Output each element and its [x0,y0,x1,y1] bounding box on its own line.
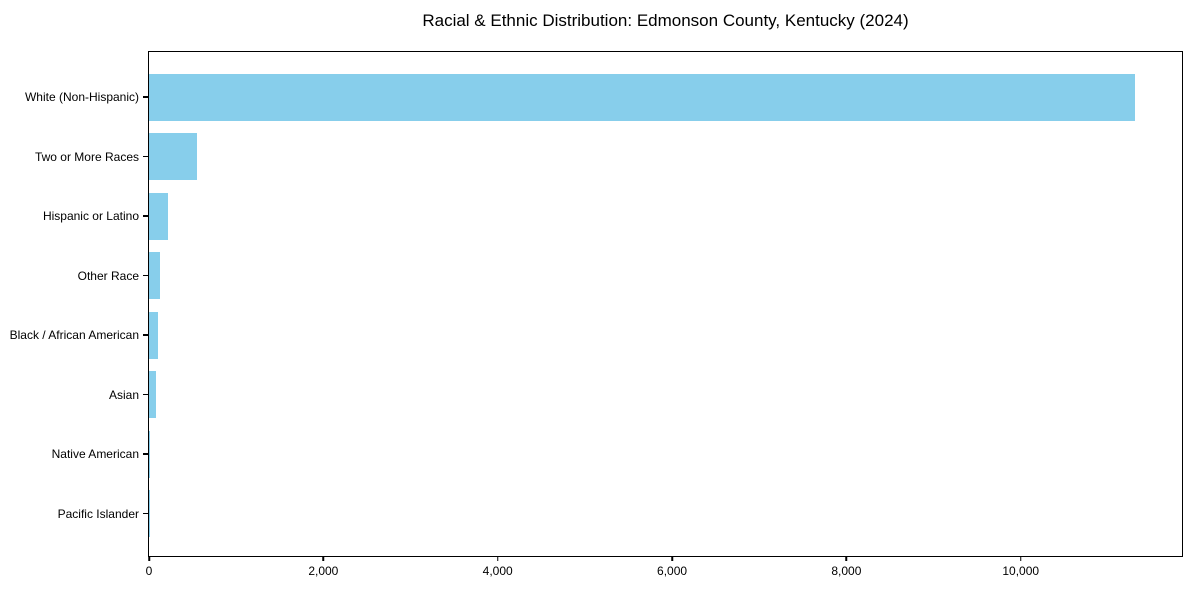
y-tick-label-two-or-more-races: Two or More Races [34,149,139,164]
bar-asian [149,371,157,418]
y-tick-mark [143,512,149,515]
y-tick-label-other-race: Other Race [77,268,139,283]
y-tick-label-native-american: Native American [51,447,139,461]
y-tick-mark [143,393,149,396]
y-tick-label-white-non-hispanic: White (Non-Hispanic) [24,90,139,104]
x-tick-label-6-000: 6,000 [657,564,688,578]
bar-white-non-hispanic [149,73,1136,121]
chart-title: Racial & Ethnic Distribution: Edmonson C… [422,11,909,30]
bar-native-american [149,430,151,478]
x-tick-mark [1019,556,1022,561]
x-tick-label-10-000: 10,000 [1002,564,1040,578]
x-tick-label-4-000: 4,000 [482,564,513,578]
x-tick-label-0: 0 [145,564,153,578]
x-tick-mark [845,556,848,561]
x-tick-mark [322,556,325,561]
x-tick-label-8-000: 8,000 [831,564,862,578]
bar-black-african-american [149,311,158,359]
y-tick-mark [143,453,149,455]
x-tick-mark [148,556,150,561]
plot-area: White (Non-Hispanic) Two or More Races His… [10,51,1183,578]
bar-other-race [149,252,161,299]
x-tick-label-2-000: 2,000 [308,564,339,578]
y-tick-label-hispanic-or-latino: Hispanic or Latino [42,209,139,223]
x-tick-mark [496,556,499,561]
y-tick-mark [143,155,149,158]
y-tick-mark [143,215,149,217]
x-tick-mark [671,556,673,561]
bar-two-or-more-races [149,133,197,180]
y-tick-mark [143,274,149,277]
y-tick-label-asian: Asian [108,387,139,402]
y-tick-label-pacific-islander: Pacific Islander [57,506,139,521]
y-tick-mark [143,334,149,336]
y-tick-mark [143,96,149,98]
bar-hispanic-or-latino [149,192,168,240]
y-tick-label-black-african-american: Black / African American [9,328,139,342]
